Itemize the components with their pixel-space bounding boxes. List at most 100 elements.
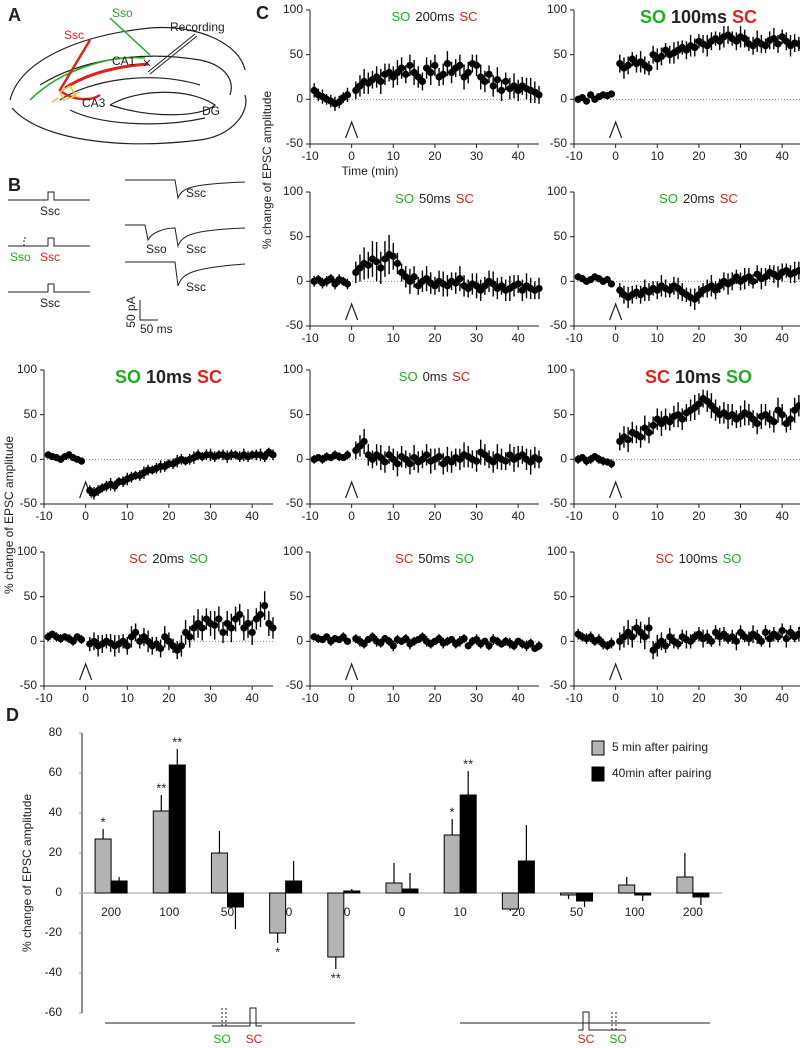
data-point xyxy=(393,259,402,268)
y-tick-label: -50 xyxy=(286,136,304,150)
y-tick-label: 50 xyxy=(290,589,304,603)
legend-label: 5 min after pairing xyxy=(612,740,708,754)
data-point xyxy=(77,457,86,465)
x-tick-label: 10 xyxy=(387,149,401,163)
data-point xyxy=(795,402,800,410)
data-point xyxy=(427,68,435,77)
chart-title: SO 100ms SC xyxy=(640,7,757,27)
title-part: SC xyxy=(656,551,674,566)
data-point xyxy=(732,637,740,645)
protocol-schematic xyxy=(105,1007,710,1031)
title-part: SC xyxy=(459,9,477,24)
y-tick-label: 0 xyxy=(560,634,567,648)
protocol-label: SO xyxy=(213,1032,230,1046)
stim-label: Ssc xyxy=(40,250,60,264)
data-point xyxy=(406,460,414,468)
significance: * xyxy=(101,814,106,829)
title-part: 10ms xyxy=(146,367,192,387)
title-part: SO xyxy=(392,9,411,24)
chart-title: SC 50ms SO xyxy=(395,551,474,566)
hippocampus-schematic xyxy=(9,17,247,145)
x-tick-label: 20 xyxy=(428,509,442,523)
x-tick-label: 100 xyxy=(159,905,179,919)
title-part: SO xyxy=(455,551,474,566)
y-tick-label: 40 xyxy=(49,805,63,819)
data-point xyxy=(460,635,468,643)
bar xyxy=(560,892,578,896)
data-point xyxy=(678,415,686,423)
data-point xyxy=(435,453,443,461)
title-part: 20ms xyxy=(152,551,184,566)
title-part: 100ms xyxy=(679,551,719,566)
title-part: SO xyxy=(659,191,678,206)
title-part: SC xyxy=(456,191,474,206)
bar xyxy=(501,892,519,910)
y-tick-label: -50 xyxy=(286,496,304,510)
data-point xyxy=(527,639,535,647)
legend-label: 40min after pairing xyxy=(612,766,711,780)
title-part: 10ms xyxy=(675,367,721,387)
y-tick-label: 0 xyxy=(560,92,567,106)
chart-title: SC 20ms SO xyxy=(129,551,208,566)
protocol-label: SC xyxy=(246,1032,263,1046)
x-tick-label: 0 xyxy=(612,509,619,523)
x-tick-label: -10 xyxy=(301,509,319,523)
x-tick-label: 0 xyxy=(82,691,89,705)
pairing-arrow xyxy=(609,120,623,139)
y-axis-label: % change of EPSC amplitude xyxy=(2,436,16,594)
stim-label: Sso xyxy=(10,250,31,264)
y-tick-label: 100 xyxy=(547,362,567,376)
y-tick-label: 50 xyxy=(24,589,38,603)
y-tick-label: 100 xyxy=(283,362,303,376)
x-tick-label: 0 xyxy=(612,691,619,705)
data-point xyxy=(770,34,778,43)
y-tick-label: 100 xyxy=(547,2,567,16)
x-tick-label: 20 xyxy=(162,509,176,523)
data-point xyxy=(439,70,447,78)
data-point xyxy=(343,451,352,459)
title-part: SC xyxy=(395,551,413,566)
bar xyxy=(94,838,112,894)
x-tick-label: 50 xyxy=(221,905,235,919)
y-tick-label: 100 xyxy=(17,362,37,376)
x-tick-label: 0 xyxy=(348,691,355,705)
data-point xyxy=(389,642,397,650)
epsc-traces xyxy=(125,179,246,321)
data-point xyxy=(186,633,194,641)
title-part: 50ms xyxy=(419,191,451,206)
panel-label: A xyxy=(8,5,21,25)
x-tick-label: 40 xyxy=(776,509,790,523)
pairing-arrow xyxy=(345,302,359,321)
data-point xyxy=(795,267,800,275)
bar xyxy=(401,888,419,894)
x-tick-label: 20 xyxy=(428,331,442,345)
title-part: 200ms xyxy=(415,9,455,24)
x-tick-label: 40 xyxy=(776,149,790,163)
chart-title: SO 10ms SC xyxy=(115,367,222,387)
bar xyxy=(210,852,228,894)
data-point xyxy=(360,437,368,446)
data-point xyxy=(410,273,418,281)
x-tick-label: 10 xyxy=(651,691,665,705)
y-tick-label: -20 xyxy=(45,925,63,939)
x-tick-label: 30 xyxy=(470,691,484,705)
data-point xyxy=(624,61,632,69)
y-tick-label: -50 xyxy=(20,678,38,692)
bar xyxy=(168,764,186,894)
y-tick-label: 0 xyxy=(296,274,303,288)
x-tick-label: 30 xyxy=(204,691,218,705)
data-point xyxy=(472,457,481,465)
data-point xyxy=(389,252,397,260)
label-sso: Sso xyxy=(112,6,133,20)
y-tick-label: -50 xyxy=(550,318,568,332)
data-point xyxy=(753,420,761,428)
data-point xyxy=(535,642,543,650)
y-tick-label: 80 xyxy=(49,725,63,739)
x-tick-label: 20 xyxy=(428,149,442,163)
x-tick-label: 20 xyxy=(428,691,442,705)
x-tick-label: -10 xyxy=(35,509,53,523)
x-tick-label: 0 xyxy=(348,509,355,523)
bar xyxy=(226,892,244,908)
